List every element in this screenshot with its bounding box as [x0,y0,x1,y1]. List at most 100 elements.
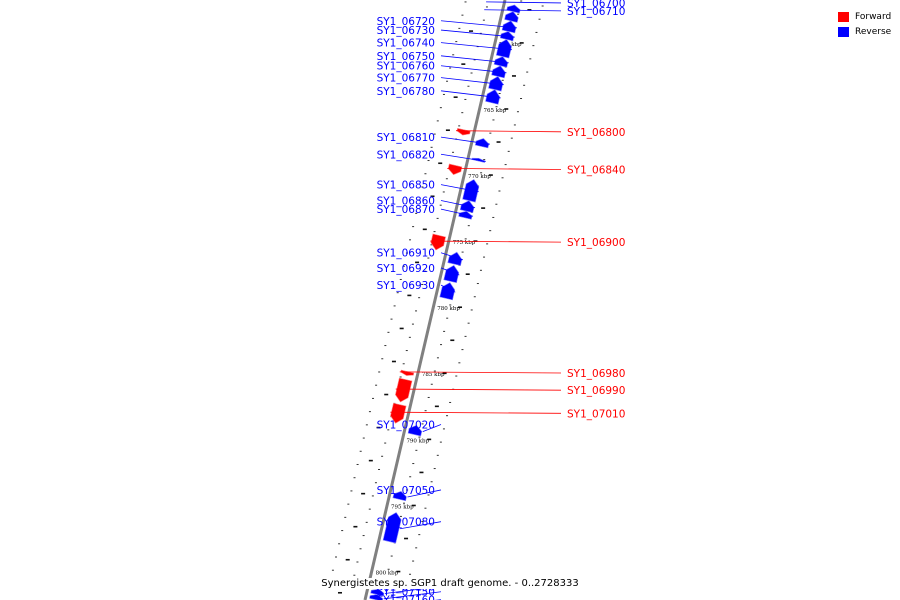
track-dot [433,370,436,372]
gene-label[interactable]: SY1_06740 [377,38,435,50]
gene-label[interactable]: SY1_07020 [377,420,435,432]
gene-label[interactable]: SY1_06820 [377,149,435,161]
gene-arrow[interactable] [458,210,473,220]
gene-label[interactable]: SY1_06850 [377,180,435,192]
legend-forward: Forward [838,9,900,24]
track-dot [418,297,421,299]
gene-SY1_06870[interactable] [458,210,473,220]
gene-SY1_07010[interactable] [390,402,407,424]
gene-arrow[interactable] [390,402,407,424]
gene-leader-line [440,29,515,38]
gene-label[interactable]: SY1_06780 [377,86,435,98]
gene-label[interactable]: SY1_06800 [567,127,625,139]
gene-leader-line [440,55,509,64]
track-dot [381,358,384,360]
track-dot [443,330,446,332]
track-dot [458,27,461,29]
gene-leader-line [407,489,442,498]
track-dot [418,199,421,201]
gene-label[interactable]: SY1_06840 [567,164,625,176]
gene-label[interactable]: SY1_06870 [377,204,435,216]
track-dot [538,18,541,20]
gene-label[interactable]: SY1_07050 [377,485,435,497]
gene-arrow[interactable] [395,377,413,403]
gene-arrow[interactable] [407,424,423,437]
track-dot [535,31,538,33]
gene-arrow[interactable] [462,179,480,203]
track-tick [384,393,389,396]
gene-SY1_06800[interactable] [456,127,471,136]
track-dot [331,569,334,571]
track-dot [455,375,458,377]
gene-SY1_06710[interactable] [504,11,519,23]
gene-arrow[interactable] [456,127,471,136]
gene-leader-line [440,252,463,261]
gene-arrow[interactable] [443,265,460,284]
track-tick [368,459,373,462]
gene-SY1_07080[interactable] [382,512,402,544]
gene-leader-line [440,90,501,99]
gene-label[interactable]: SY1_06900 [567,237,625,249]
track-dot [455,41,458,43]
track-dot [403,502,406,504]
gene-arrow[interactable] [430,233,446,251]
gene-arrow[interactable] [392,491,407,502]
gene-label[interactable]: SY1_06730 [377,25,435,37]
gene-SY1_06840[interactable] [447,163,463,176]
track-dot [353,574,356,576]
gene-label[interactable]: SY1_06700 [567,0,625,10]
gene-label[interactable]: SY1_07160 [377,595,435,600]
track-dot [520,0,523,2]
track-dot [532,45,535,47]
gene-arrow[interactable] [382,512,402,544]
track-dot [452,54,455,56]
gene-label[interactable]: SY1_06770 [377,73,435,85]
track-dot [418,534,421,536]
gene-leader-line [486,1,562,4]
track-dot [405,350,408,352]
gene-label[interactable]: SY1_06750 [377,51,435,63]
gene-arrow[interactable] [447,163,463,176]
track-dot [368,508,371,510]
track-dot [446,317,449,319]
gene-label[interactable]: SY1_06710 [567,6,625,18]
gene-label[interactable]: SY1_06720 [377,16,435,28]
track-dot [335,556,338,558]
gene-SY1_07050[interactable] [392,491,407,502]
track-dot [424,270,427,272]
gene-SY1_06920[interactable] [443,265,460,284]
gene-label[interactable]: SY1_06810 [377,132,435,144]
gene-label[interactable]: SY1_06910 [377,248,435,260]
track-dot [464,98,467,100]
gene-SY1_06900[interactable] [430,233,446,251]
track-dot [523,84,526,86]
track-dot [445,178,448,180]
track-dot [347,503,350,505]
track-dot [473,59,476,61]
track-dot [436,357,439,359]
gene-label[interactable]: SY1_07010 [567,408,625,420]
gene-SY1_06990[interactable] [395,377,413,403]
gene-SY1_07020[interactable] [407,424,423,437]
track-dot [483,256,486,258]
gene-label[interactable]: SY1_06980 [567,368,625,380]
gene-arrow[interactable] [400,369,415,376]
scale-tick-label: 795 kbp [391,504,414,510]
legend: Forward Reverse [838,9,900,39]
gene-label[interactable]: SY1_06930 [377,280,435,292]
gene-label[interactable]: SY1_06760 [377,61,435,73]
gene-label[interactable]: SY1_07080 [377,517,435,529]
gene-label[interactable]: SY1_06990 [567,385,625,397]
track-dot [338,543,341,545]
track-dot [458,362,461,364]
gene-label[interactable]: SY1_06860 [377,196,435,208]
gene-SY1_06980[interactable] [400,369,415,376]
gene-arrow[interactable] [504,11,519,23]
track-dot [433,231,436,233]
track-dot [495,106,498,108]
track-dot [387,568,390,570]
gene-SY1_06850[interactable] [462,179,480,203]
gene-label[interactable]: SY1_06920 [377,263,435,275]
gene-label[interactable]: SY1_07150 [377,587,435,599]
